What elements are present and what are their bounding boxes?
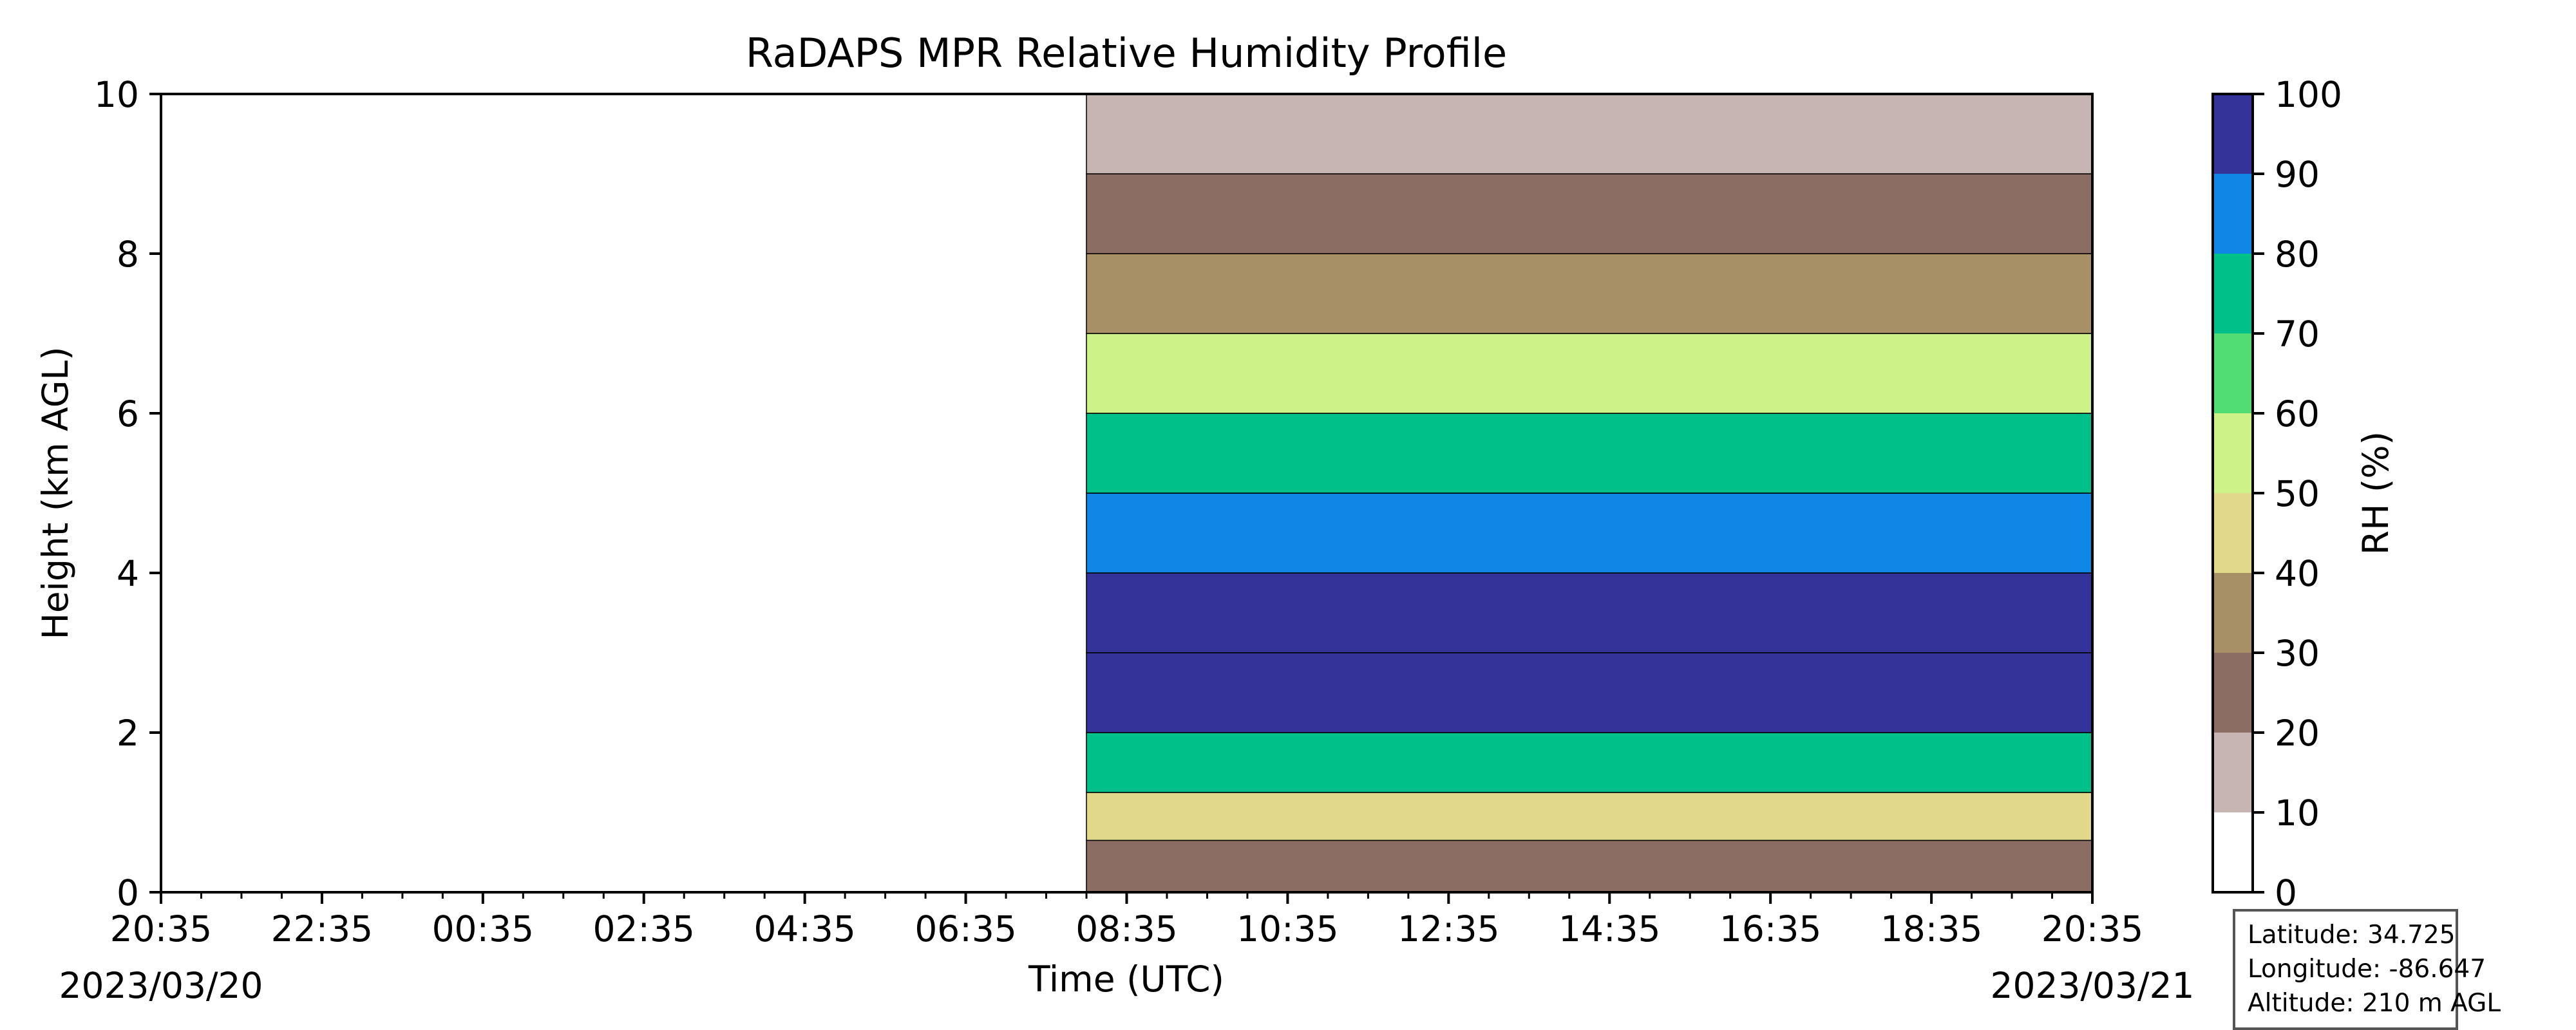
- colorbar-segment: [2213, 812, 2253, 892]
- y-tick-label: 6: [117, 393, 139, 435]
- location-info-box: Latitude: 34.725 Longitude: -86.647 Alti…: [2233, 909, 2501, 1030]
- colorbar-segment: [2213, 94, 2253, 174]
- colorbar-tick-label: 70: [2275, 314, 2320, 355]
- colorbar-tick-label: 10: [2275, 792, 2320, 834]
- rh-cell: [1086, 94, 2092, 174]
- colorbar-tick-label: 60: [2275, 393, 2320, 435]
- colorbar-tick-label: 100: [2275, 74, 2342, 115]
- y-axis: 0 2 4 6 8 10: [94, 74, 161, 913]
- rh-cell: [1086, 413, 2092, 494]
- x-tick-label: 12:35: [1397, 908, 1500, 950]
- colorbar-segment: [2213, 333, 2253, 413]
- colorbar-segment: [2213, 493, 2253, 573]
- rh-cell: [1086, 732, 2092, 793]
- colorbar-label: RH (%): [2355, 431, 2396, 555]
- x-tick-label: 10:35: [1236, 908, 1339, 950]
- colorbar-tick-label: 30: [2275, 633, 2320, 674]
- colorbar-tick-label: 0: [2275, 872, 2297, 913]
- rh-cell: [1086, 839, 2092, 892]
- x-tick-label: 14:35: [1558, 908, 1661, 950]
- y-tick-label: 8: [117, 234, 139, 275]
- plot-area: [160, 93, 2094, 894]
- rh-cell: [1086, 333, 2092, 414]
- x-tick-label: 20:35: [110, 908, 213, 950]
- x-tick-label: 20:35: [2041, 908, 2144, 950]
- rh-cell: [1086, 173, 2092, 254]
- colorbar-segment: [2213, 733, 2253, 812]
- y-tick-label: 2: [117, 713, 139, 754]
- x-tick-label: 08:35: [1075, 908, 1178, 950]
- x-axis-label: Time (UTC): [1028, 959, 1224, 1000]
- colorbar-tick-label: 80: [2275, 234, 2320, 275]
- y-axis-label: Height (km AGL): [35, 346, 76, 639]
- colorbar: 0 10 20 30 40 50 60 70 80 90 100: [2211, 74, 2342, 913]
- rh-cell: [1086, 652, 2092, 733]
- x-date-right: 2023/03/21: [1990, 965, 2194, 1006]
- chart-title: RaDAPS MPR Relative Humidity Profile: [746, 30, 1507, 77]
- rh-cell: [1086, 792, 2092, 841]
- rh-cell: [1086, 253, 2092, 334]
- x-tick-label: 22:35: [271, 908, 374, 950]
- y-tick-label: 10: [94, 74, 139, 115]
- colorbar-tick-label: 40: [2275, 553, 2320, 594]
- colorbar-segment: [2213, 413, 2253, 493]
- x-tick-label: 02:35: [592, 908, 695, 950]
- colorbar-segment: [2213, 653, 2253, 733]
- rh-cell: [1086, 572, 2092, 653]
- latitude-text: Latitude: 34.725: [2248, 921, 2456, 950]
- x-axis: 20:35 22:35 00:35 02:35 04:35 06:35 08:35 10:35…: [110, 892, 2144, 950]
- longitude-text: Longitude: -86.647: [2248, 955, 2486, 984]
- colorbar-segment: [2213, 573, 2253, 653]
- x-tick-label: 18:35: [1880, 908, 1983, 950]
- colorbar-segment: [2213, 254, 2253, 333]
- x-tick-label: 00:35: [432, 908, 535, 950]
- rh-field: [1086, 94, 2092, 892]
- colorbar-tick-label: 90: [2275, 154, 2320, 195]
- y-tick-label: 0: [117, 872, 139, 913]
- x-tick-label: 04:35: [753, 908, 856, 950]
- colorbar-tick-label: 50: [2275, 473, 2320, 514]
- x-tick-label: 16:35: [1719, 908, 1822, 950]
- rh-cell: [1086, 492, 2092, 574]
- y-tick-label: 4: [117, 553, 139, 594]
- altitude-text: Altitude: 210 m AGL: [2248, 989, 2501, 1018]
- x-tick-label: 06:35: [914, 908, 1017, 950]
- colorbar-segment: [2213, 174, 2253, 254]
- colorbar-tick-label: 20: [2275, 713, 2320, 754]
- x-date-left: 2023/03/20: [59, 965, 263, 1006]
